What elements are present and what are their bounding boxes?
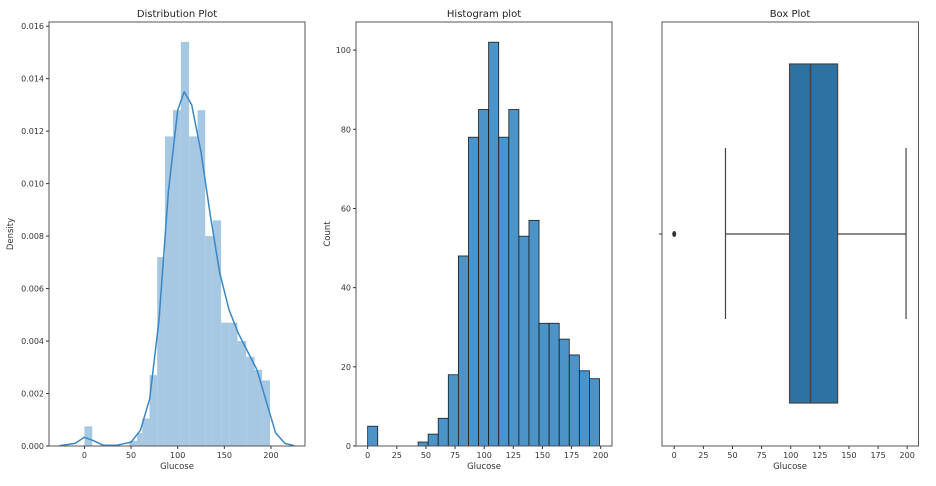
histogram-bar bbox=[129, 440, 138, 446]
histogram-bar bbox=[578, 370, 590, 447]
y-tick-label: 0.006 bbox=[21, 285, 44, 294]
y-tick-label: 0.000 bbox=[21, 442, 44, 451]
x-tick-label: 100 bbox=[170, 451, 185, 460]
y-tick-label: 0.014 bbox=[21, 75, 44, 84]
histogram-bar bbox=[417, 441, 429, 447]
x-tick-label: 200 bbox=[593, 451, 608, 460]
x-tick-label: 150 bbox=[217, 451, 232, 460]
histogram-bar bbox=[528, 219, 540, 447]
x-axis-label: Glucose bbox=[773, 462, 807, 472]
histogram-bar bbox=[538, 322, 550, 447]
x-tick-label: 0 bbox=[82, 451, 87, 460]
histogram-plot: Histogram plot Glucose Count 0 25 50 75 100 1… bbox=[323, 9, 613, 472]
histogram-bar bbox=[189, 136, 198, 446]
outlier-point bbox=[672, 231, 677, 237]
y-tick-label: 0.004 bbox=[21, 337, 44, 346]
x-tick-label: 200 bbox=[263, 451, 278, 460]
distribution-plot: Distribution Plot Glucose Density 0 50 100… bbox=[6, 9, 306, 472]
histogram-bar bbox=[468, 136, 479, 447]
histogram-bar bbox=[137, 432, 143, 446]
histogram-bar bbox=[367, 425, 379, 447]
y-axis-label: Count bbox=[323, 221, 333, 247]
x-tick-label: 75 bbox=[757, 451, 767, 460]
histogram-bar bbox=[157, 257, 165, 446]
y-tick-label: 0.002 bbox=[21, 390, 44, 399]
histogram-bar bbox=[457, 255, 469, 447]
histogram-bar bbox=[180, 41, 190, 447]
histogram-bar bbox=[212, 220, 222, 446]
x-tick-label: 75 bbox=[450, 451, 460, 460]
histogram-bar bbox=[548, 322, 560, 447]
chart-title: Distribution Plot bbox=[137, 9, 217, 20]
histogram-bar bbox=[589, 378, 600, 447]
y-tick-label: 0.016 bbox=[21, 22, 44, 31]
histogram-bar bbox=[437, 417, 449, 447]
x-tick-label: 0 bbox=[672, 451, 677, 460]
y-tick-label: 100 bbox=[336, 46, 351, 55]
x-tick-label: 175 bbox=[564, 451, 579, 460]
histogram-bar bbox=[205, 236, 213, 446]
box bbox=[788, 63, 839, 404]
plot-marks bbox=[367, 41, 600, 447]
chart-title: Histogram plot bbox=[447, 9, 521, 20]
x-axis-label: Glucose bbox=[467, 462, 501, 472]
histogram-bar bbox=[84, 426, 93, 446]
histogram-bar bbox=[197, 110, 206, 446]
chart-title: Box Plot bbox=[770, 9, 811, 20]
box-plot: Box Plot Glucose 0 25 50 75 100 125 150 175 200 bbox=[659, 9, 919, 472]
y-tick-label: 20 bbox=[341, 363, 351, 372]
histogram-bar bbox=[447, 374, 459, 447]
x-tick-label: 100 bbox=[783, 451, 798, 460]
kde-line bbox=[59, 91, 295, 447]
histogram-bar bbox=[568, 354, 580, 447]
x-tick-label: 50 bbox=[421, 451, 431, 460]
histogram-bar bbox=[149, 375, 158, 446]
histogram-bar bbox=[508, 109, 520, 447]
histogram-bar bbox=[498, 136, 510, 447]
x-tick-label: 0 bbox=[365, 451, 370, 460]
y-tick-label: 0.008 bbox=[21, 232, 44, 241]
histogram-bar bbox=[142, 418, 150, 446]
y-tick-label: 0 bbox=[346, 442, 351, 451]
x-axis-label: Glucose bbox=[160, 462, 194, 472]
x-tick-label: 50 bbox=[727, 451, 737, 460]
y-tick-label: 0.010 bbox=[21, 180, 44, 189]
plot-marks bbox=[672, 63, 907, 404]
histogram-bar bbox=[229, 322, 238, 446]
x-tick-label: 125 bbox=[812, 451, 827, 460]
histogram-bar bbox=[427, 433, 439, 447]
y-tick-label: 40 bbox=[341, 284, 351, 293]
histogram-bar bbox=[488, 41, 500, 447]
y-axis-label: Density bbox=[6, 218, 16, 250]
y-tick-label: 80 bbox=[341, 125, 351, 134]
histogram-bar bbox=[262, 380, 271, 446]
y-tick-label: 0.012 bbox=[21, 127, 44, 136]
x-tick-label: 25 bbox=[392, 451, 402, 460]
histogram-bar bbox=[172, 110, 181, 446]
histogram-bar bbox=[164, 136, 173, 446]
x-tick-label: 150 bbox=[841, 451, 856, 460]
histogram-bar bbox=[221, 322, 230, 446]
x-tick-label: 25 bbox=[698, 451, 708, 460]
x-tick-label: 200 bbox=[900, 451, 915, 460]
x-tick-label: 150 bbox=[535, 451, 550, 460]
y-tick-label: 60 bbox=[341, 204, 351, 213]
x-tick-label: 50 bbox=[126, 451, 136, 460]
plot-marks bbox=[59, 41, 295, 447]
axes-frame bbox=[48, 21, 306, 447]
histogram-bar bbox=[237, 341, 247, 446]
x-tick-label: 125 bbox=[506, 451, 521, 460]
histogram-bar bbox=[246, 356, 255, 446]
histogram-bar bbox=[518, 235, 530, 447]
histogram-bar bbox=[254, 369, 263, 446]
histogram-bar bbox=[558, 338, 570, 447]
histogram-bar bbox=[478, 109, 490, 447]
x-tick-label: 175 bbox=[870, 451, 885, 460]
x-tick-label: 100 bbox=[477, 451, 492, 460]
